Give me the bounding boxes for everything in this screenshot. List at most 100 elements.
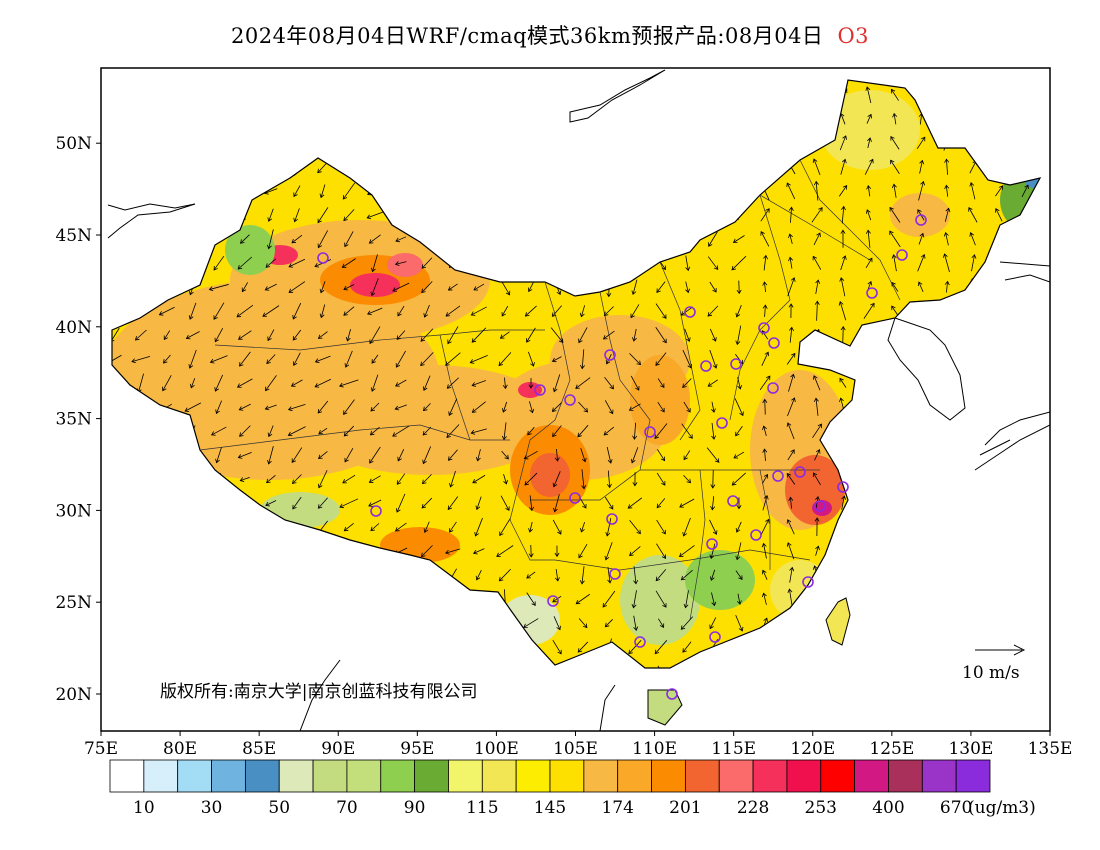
title-text: 2024年08月04日WRF/cmaq模式36km预报产品:08月04日 xyxy=(230,24,824,48)
wind-arrow xyxy=(710,496,716,511)
wind-arrow xyxy=(368,234,381,244)
wind-arrow xyxy=(709,569,716,581)
wind-arrow xyxy=(265,258,277,268)
colorbar-swatch xyxy=(346,759,382,793)
wind-arrow xyxy=(867,137,872,149)
wind-arrow xyxy=(815,545,820,556)
wind-arrow xyxy=(339,379,359,388)
wind-arrow xyxy=(162,375,172,392)
wind-arrow xyxy=(892,112,898,125)
wind-arrow xyxy=(604,400,614,415)
wind-arrow xyxy=(314,378,332,388)
wind-arrow xyxy=(523,450,538,460)
wind-arrow xyxy=(839,112,846,125)
colorbar-label: 10 xyxy=(133,798,155,818)
wind-arrow xyxy=(709,281,717,293)
wind-arrow xyxy=(628,403,641,411)
wind-arrow xyxy=(342,182,356,200)
wind-arrow xyxy=(188,302,197,320)
wind-arrow xyxy=(656,519,666,535)
wind-arrow xyxy=(292,474,302,485)
wind-arrow xyxy=(421,497,433,509)
wind-arrow xyxy=(813,180,819,201)
wind-arrow xyxy=(292,352,301,366)
wind-arrow xyxy=(213,302,225,320)
wind-arrow xyxy=(158,306,175,316)
wind-arrow xyxy=(578,327,588,344)
wind-arrow xyxy=(526,327,536,343)
wind-arrow xyxy=(475,449,481,462)
wind-arrow xyxy=(711,422,717,440)
wind-arrow xyxy=(396,473,406,485)
wind-arrow xyxy=(394,522,407,532)
wind-arrow xyxy=(578,401,589,413)
city-marker xyxy=(604,349,616,361)
city-marker xyxy=(634,636,646,648)
wind-arrow xyxy=(211,426,227,436)
wind-arrow xyxy=(680,569,693,581)
wind-arrow xyxy=(472,474,486,484)
colorbar-label: 50 xyxy=(268,798,290,818)
wind-arrow xyxy=(239,234,250,244)
wind-arrow xyxy=(786,519,795,535)
wind-arrow xyxy=(370,374,379,392)
city-marker xyxy=(727,495,739,507)
wind-arrow xyxy=(602,330,615,340)
colorbar-label: 30 xyxy=(201,798,223,818)
wind-arrow xyxy=(215,400,222,415)
wind-arrow xyxy=(630,304,640,319)
wind-arrow xyxy=(317,400,329,414)
wind-arrow xyxy=(733,451,745,459)
colorbar-label: 174 xyxy=(601,798,633,818)
wind-arrow xyxy=(447,496,459,511)
wind-arrow xyxy=(685,281,690,294)
wind-arrow xyxy=(658,618,665,628)
wind-arrow xyxy=(579,497,587,509)
wind-arrow xyxy=(288,258,306,268)
wind-arrow xyxy=(944,280,950,293)
wind-arrow xyxy=(445,352,461,366)
wind-arrow xyxy=(370,278,379,297)
wind-arrow xyxy=(266,354,276,365)
wind-arrow xyxy=(397,449,405,462)
colorbar-swatch xyxy=(854,759,889,793)
wind-arrow xyxy=(524,305,537,317)
wind-arrow xyxy=(685,255,691,272)
city-marker xyxy=(750,529,762,541)
wind-arrow xyxy=(789,326,794,343)
wind-arrow xyxy=(501,401,508,413)
wind-arrow xyxy=(762,304,768,317)
wind-arrow xyxy=(529,495,534,512)
wind-arrow xyxy=(523,618,539,628)
city-marker xyxy=(606,513,618,525)
colorbar-label: 201 xyxy=(669,798,701,818)
wind-arrow xyxy=(473,283,485,291)
wind-arrow xyxy=(319,184,326,199)
wind-arrow xyxy=(839,277,846,297)
wind-arrow xyxy=(762,281,768,293)
wind-arrow xyxy=(890,136,900,150)
wind-arrow xyxy=(395,350,406,368)
wind-arrow xyxy=(630,375,640,391)
city-marker xyxy=(609,568,621,580)
city-marker xyxy=(866,287,878,299)
wind-arrow xyxy=(680,306,693,316)
wind-arrow xyxy=(317,470,328,489)
wind-arrow xyxy=(498,568,511,582)
wind-arrow xyxy=(735,425,743,437)
wind-arrow xyxy=(890,159,900,174)
y-tick-label: 50N xyxy=(55,134,92,154)
wind-arrow xyxy=(786,352,796,365)
wind-arrow xyxy=(605,354,612,365)
wind-arrow xyxy=(241,282,249,293)
wind-arrow xyxy=(605,518,612,537)
wind-arrow xyxy=(185,331,200,340)
wind-arrow xyxy=(163,354,171,364)
wind-arrow xyxy=(735,521,742,533)
city-marker xyxy=(837,481,849,493)
wind-arrow xyxy=(552,519,562,535)
wind-arrow xyxy=(839,377,847,388)
wind-arrow xyxy=(762,425,767,437)
wind-arrow xyxy=(656,543,667,559)
wind-arrow xyxy=(339,498,359,509)
